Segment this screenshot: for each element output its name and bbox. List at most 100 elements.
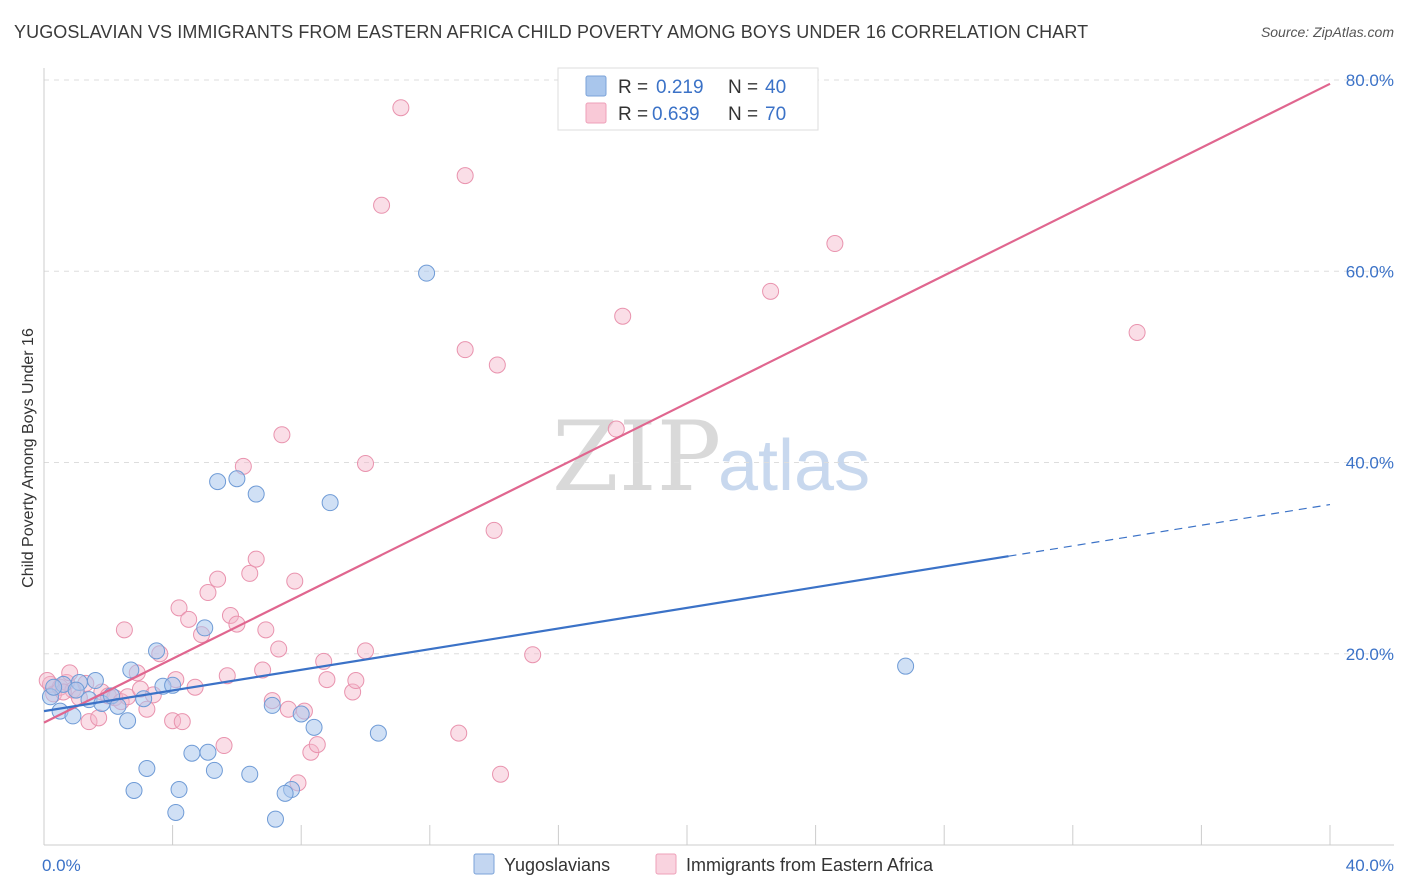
- pink-point: [456, 167, 474, 185]
- blue-point: [241, 765, 259, 783]
- pink-point: [492, 765, 510, 783]
- pink-point: [456, 341, 474, 359]
- pink-point: [614, 307, 632, 325]
- pink-point: [80, 713, 98, 731]
- blue-point: [170, 781, 188, 799]
- axes: [43, 68, 1394, 846]
- pink-point: [257, 621, 275, 639]
- pink-point: [270, 640, 288, 658]
- x-tick-labels: 0.0% 40.0%: [42, 856, 1394, 875]
- blue-point: [119, 712, 137, 730]
- y-tick-label: 80.0%: [1346, 71, 1394, 90]
- pink-point: [392, 99, 410, 117]
- blue-point: [369, 724, 387, 742]
- pink-point: [1128, 323, 1146, 341]
- x-tick-label: 40.0%: [1346, 856, 1394, 875]
- blue-point: [122, 661, 140, 679]
- blue-point: [45, 678, 63, 696]
- y-tick-labels: 20.0% 40.0% 60.0% 80.0%: [1346, 71, 1394, 664]
- pink-point: [254, 661, 272, 679]
- blue-point: [292, 705, 310, 723]
- blue-point: [196, 619, 214, 637]
- trend-line-pink: [43, 82, 1331, 724]
- pink-point: [373, 196, 391, 214]
- pink-point: [318, 671, 336, 689]
- blue-point: [86, 672, 104, 690]
- blue-point: [205, 761, 223, 779]
- blue-point: [183, 744, 201, 762]
- bottom-legend-swatch-blue: [473, 853, 495, 875]
- blue-point: [209, 473, 227, 491]
- pink-point: [180, 610, 198, 628]
- bottom-legend-label-yugoslavians: Yugoslavians: [504, 855, 610, 875]
- legend-n-label: N =: [728, 104, 758, 125]
- blue-point: [897, 657, 915, 675]
- bottom-legend-label-eastern-africa: Immigrants from Eastern Africa: [686, 855, 934, 875]
- legend-n-value: 70: [765, 104, 786, 125]
- pink-point: [308, 736, 326, 754]
- blue-point: [167, 803, 185, 821]
- pink-point: [450, 724, 468, 742]
- y-tick-label: 40.0%: [1346, 454, 1394, 473]
- trend-line-blue-extension: [1008, 503, 1331, 557]
- legend-r-label: R =: [618, 104, 648, 125]
- pink-point: [524, 646, 542, 664]
- blue-point: [67, 681, 85, 699]
- trend-lines: [43, 82, 1331, 724]
- pink-point: [209, 570, 227, 588]
- pink-point: [273, 426, 291, 444]
- legend-r-value: 0.219: [656, 77, 704, 98]
- legend-swatch-blue: [585, 75, 607, 97]
- legend-r-value: 0.639: [652, 104, 700, 125]
- legend-swatch-pink: [585, 102, 607, 124]
- pink-point: [247, 550, 265, 568]
- legend: R = 0.219 N = 40 R = 0.639 N = 70: [557, 67, 819, 131]
- x-ticks: [43, 825, 1331, 845]
- pink-point: [199, 584, 217, 602]
- pink-point: [90, 709, 108, 727]
- blue-point: [148, 642, 166, 660]
- legend-n-value: 40: [765, 77, 786, 98]
- pink-point: [241, 564, 259, 582]
- series-blue-points: [41, 264, 915, 828]
- pink-point: [170, 599, 188, 617]
- blue-point: [228, 470, 246, 488]
- blue-point: [247, 485, 265, 503]
- y-tick-label: 20.0%: [1346, 645, 1394, 664]
- bottom-legend: Yugoslavians Immigrants from Eastern Afr…: [473, 853, 934, 875]
- pink-point: [488, 356, 506, 374]
- blue-point: [321, 494, 339, 512]
- blue-point: [138, 760, 156, 777]
- chart-title: YUGOSLAVIAN VS IMMIGRANTS FROM EASTERN A…: [14, 22, 1089, 42]
- blue-point: [305, 718, 323, 736]
- y-axis-title: Child Poverty Among Boys Under 16: [20, 328, 37, 588]
- source-credit: Source: ZipAtlas.com: [1260, 24, 1394, 40]
- blue-point: [263, 696, 281, 714]
- pink-point: [607, 420, 625, 438]
- legend-r-label: R =: [618, 77, 648, 98]
- pink-point: [485, 521, 503, 539]
- pink-point: [357, 454, 374, 472]
- pink-point: [357, 642, 374, 660]
- pink-point: [221, 607, 239, 624]
- trend-line-blue: [43, 555, 1009, 713]
- blue-point: [125, 781, 143, 799]
- legend-n-label: N =: [728, 77, 758, 98]
- pink-point: [347, 672, 365, 690]
- blue-point: [135, 690, 153, 708]
- pink-point: [173, 713, 191, 731]
- pink-point: [286, 572, 304, 590]
- watermark-atlas: atlas: [718, 426, 870, 506]
- blue-point: [418, 264, 436, 282]
- pink-point: [218, 667, 236, 685]
- x-tick-label: 0.0%: [42, 856, 81, 875]
- pink-point: [762, 282, 780, 300]
- blue-point: [199, 743, 217, 761]
- pink-point: [215, 737, 233, 755]
- bottom-legend-swatch-pink: [655, 853, 677, 875]
- pink-point: [115, 621, 133, 639]
- pink-point: [826, 235, 844, 253]
- blue-point: [266, 810, 284, 828]
- blue-point: [276, 784, 294, 802]
